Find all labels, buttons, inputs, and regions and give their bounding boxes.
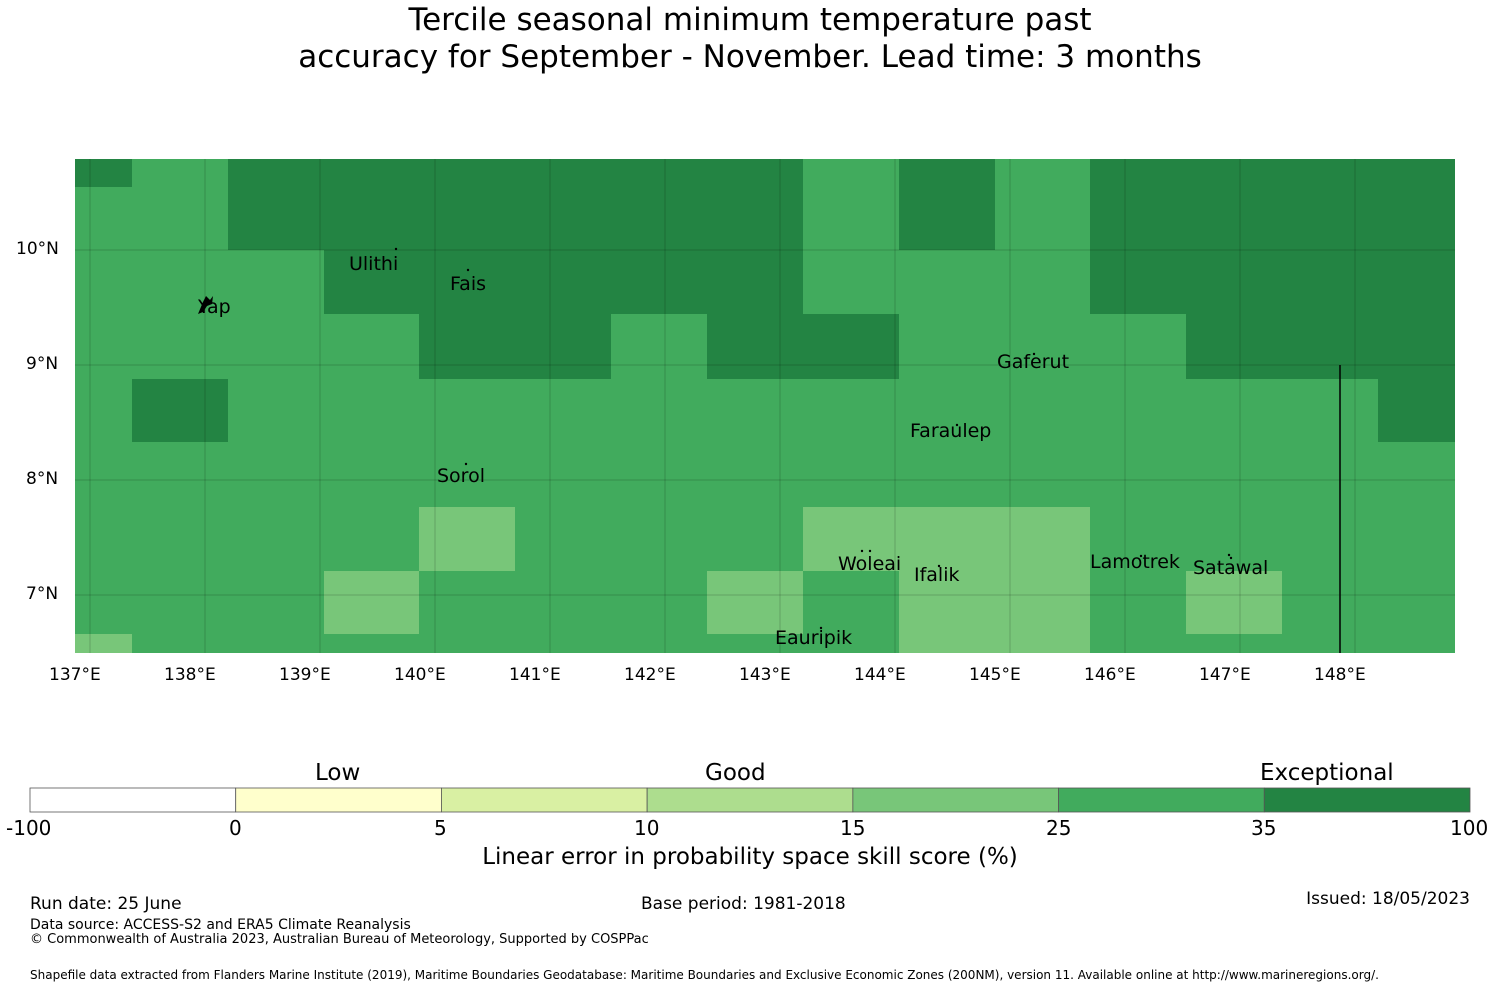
islet-dot <box>1229 556 1233 560</box>
lon-label: 138°E <box>164 665 216 685</box>
title-line-2: accuracy for September - November. Lead … <box>298 39 1202 75</box>
lon-label: 139°E <box>279 665 331 685</box>
lat-label: 9°N <box>26 354 59 374</box>
lon-label: 146°E <box>1084 665 1136 685</box>
skill-cell <box>803 507 1090 571</box>
skill-cell <box>419 507 515 571</box>
skill-cell <box>707 571 803 634</box>
issued-date: Issued: 18/05/2023 <box>1306 889 1470 909</box>
skill-cell <box>419 314 611 379</box>
lon-label: 144°E <box>854 665 906 685</box>
skill-cell <box>75 634 132 653</box>
lon-label: 137°E <box>49 665 101 685</box>
skill-cell <box>75 159 132 187</box>
colorbar-tick: 25 <box>1046 816 1072 840</box>
skill-cell <box>132 379 228 442</box>
place-label-woleai: Woleai <box>838 553 902 575</box>
colorbar-tick: 10 <box>634 816 660 840</box>
lon-label: 141°E <box>509 665 561 685</box>
skill-cell <box>1378 379 1455 442</box>
place-label-faraulep: Faraulep <box>910 420 992 442</box>
colorbar-word-low: Low <box>315 760 361 786</box>
islet-dot <box>464 462 468 466</box>
graticule <box>75 159 1455 653</box>
place-label-sorol: Sorol <box>437 465 485 487</box>
skill-grid <box>75 159 1455 653</box>
skill-cell <box>228 159 803 250</box>
lat-label: 8°N <box>26 469 59 489</box>
colorbar-tick: 15 <box>840 816 866 840</box>
data-source: Data source: ACCESS-S2 and ERA5 Climate … <box>30 917 411 933</box>
skill-cell <box>899 159 995 250</box>
colorbar-tick: 0 <box>229 816 242 840</box>
title-line-1: Tercile seasonal minimum temperature pas… <box>408 2 1092 38</box>
skill-cell <box>324 250 419 314</box>
skill-cell <box>1186 571 1282 634</box>
islet-dot <box>394 247 398 251</box>
islet-dot <box>466 268 470 272</box>
place-label-ifalik: Ifalik <box>914 564 960 586</box>
base-period: Base period: 1981-2018 <box>641 894 846 914</box>
lat-label: 10°N <box>16 239 59 259</box>
skill-cell <box>1186 314 1455 379</box>
colorbar-label: Linear error in probability space skill … <box>482 844 1018 870</box>
colorbar-segment <box>441 787 648 813</box>
colorbar-tick: 35 <box>1251 816 1277 840</box>
shapefile-credit: Shapefile data extracted from Flanders M… <box>30 968 1379 982</box>
colorbar-segment <box>852 787 1059 813</box>
lon-label: 147°E <box>1199 665 1251 685</box>
lon-label: 143°E <box>739 665 791 685</box>
islet-dot <box>868 549 872 553</box>
lat-label: 7°N <box>26 584 59 604</box>
lon-label: 145°E <box>969 665 1021 685</box>
place-label-ulithi: Ulithi <box>349 253 399 275</box>
islet-dot <box>819 626 823 630</box>
place-label-gaferut: Gaferut <box>997 351 1070 373</box>
skill-cell <box>707 314 899 379</box>
islet-dot <box>1032 352 1036 356</box>
copyright: © Commonwealth of Australia 2023, Austra… <box>30 932 649 947</box>
colorbar <box>29 787 1471 813</box>
colorbar-tick: -100 <box>6 816 52 840</box>
colorbar-segment <box>1263 787 1471 813</box>
colorbar-segment <box>235 787 442 813</box>
skill-cell <box>419 250 803 314</box>
place-label-fais: Fais <box>450 273 487 295</box>
skill-cell <box>1090 159 1455 187</box>
place-label-eauripik: Eauripik <box>775 627 853 649</box>
place-label-yap: Yap <box>198 296 231 318</box>
colorbar-tick: 100 <box>1450 816 1489 840</box>
islet-dot <box>1227 553 1231 557</box>
islet-dot <box>860 549 864 553</box>
skill-cell <box>1090 187 1455 314</box>
place-label-lamotrek: Lamotrek <box>1090 551 1180 573</box>
run-date: Run date: 25 June <box>30 894 182 914</box>
skill-cell <box>324 571 419 634</box>
colorbar-tick: 5 <box>434 816 447 840</box>
yap-island-icon <box>198 296 213 314</box>
colorbar-segment <box>646 787 854 813</box>
colorbar-word-exceptional: Exceptional <box>1260 760 1394 786</box>
lon-label: 142°E <box>624 665 676 685</box>
colorbar-word-good: Good <box>705 760 766 786</box>
colorbar-segment <box>1058 787 1265 813</box>
place-label-satawal: Satawal <box>1193 557 1269 579</box>
colorbar-segment <box>29 787 237 813</box>
islet-dot <box>1139 554 1143 558</box>
islet-dot <box>955 423 959 427</box>
lon-label: 148°E <box>1314 665 1366 685</box>
lon-label: 140°E <box>394 665 446 685</box>
chart-title: Tercile seasonal minimum temperature pas… <box>0 2 1500 76</box>
islet-dots <box>394 247 1233 630</box>
skill-cell <box>899 571 1090 653</box>
islet-dot <box>937 564 941 568</box>
